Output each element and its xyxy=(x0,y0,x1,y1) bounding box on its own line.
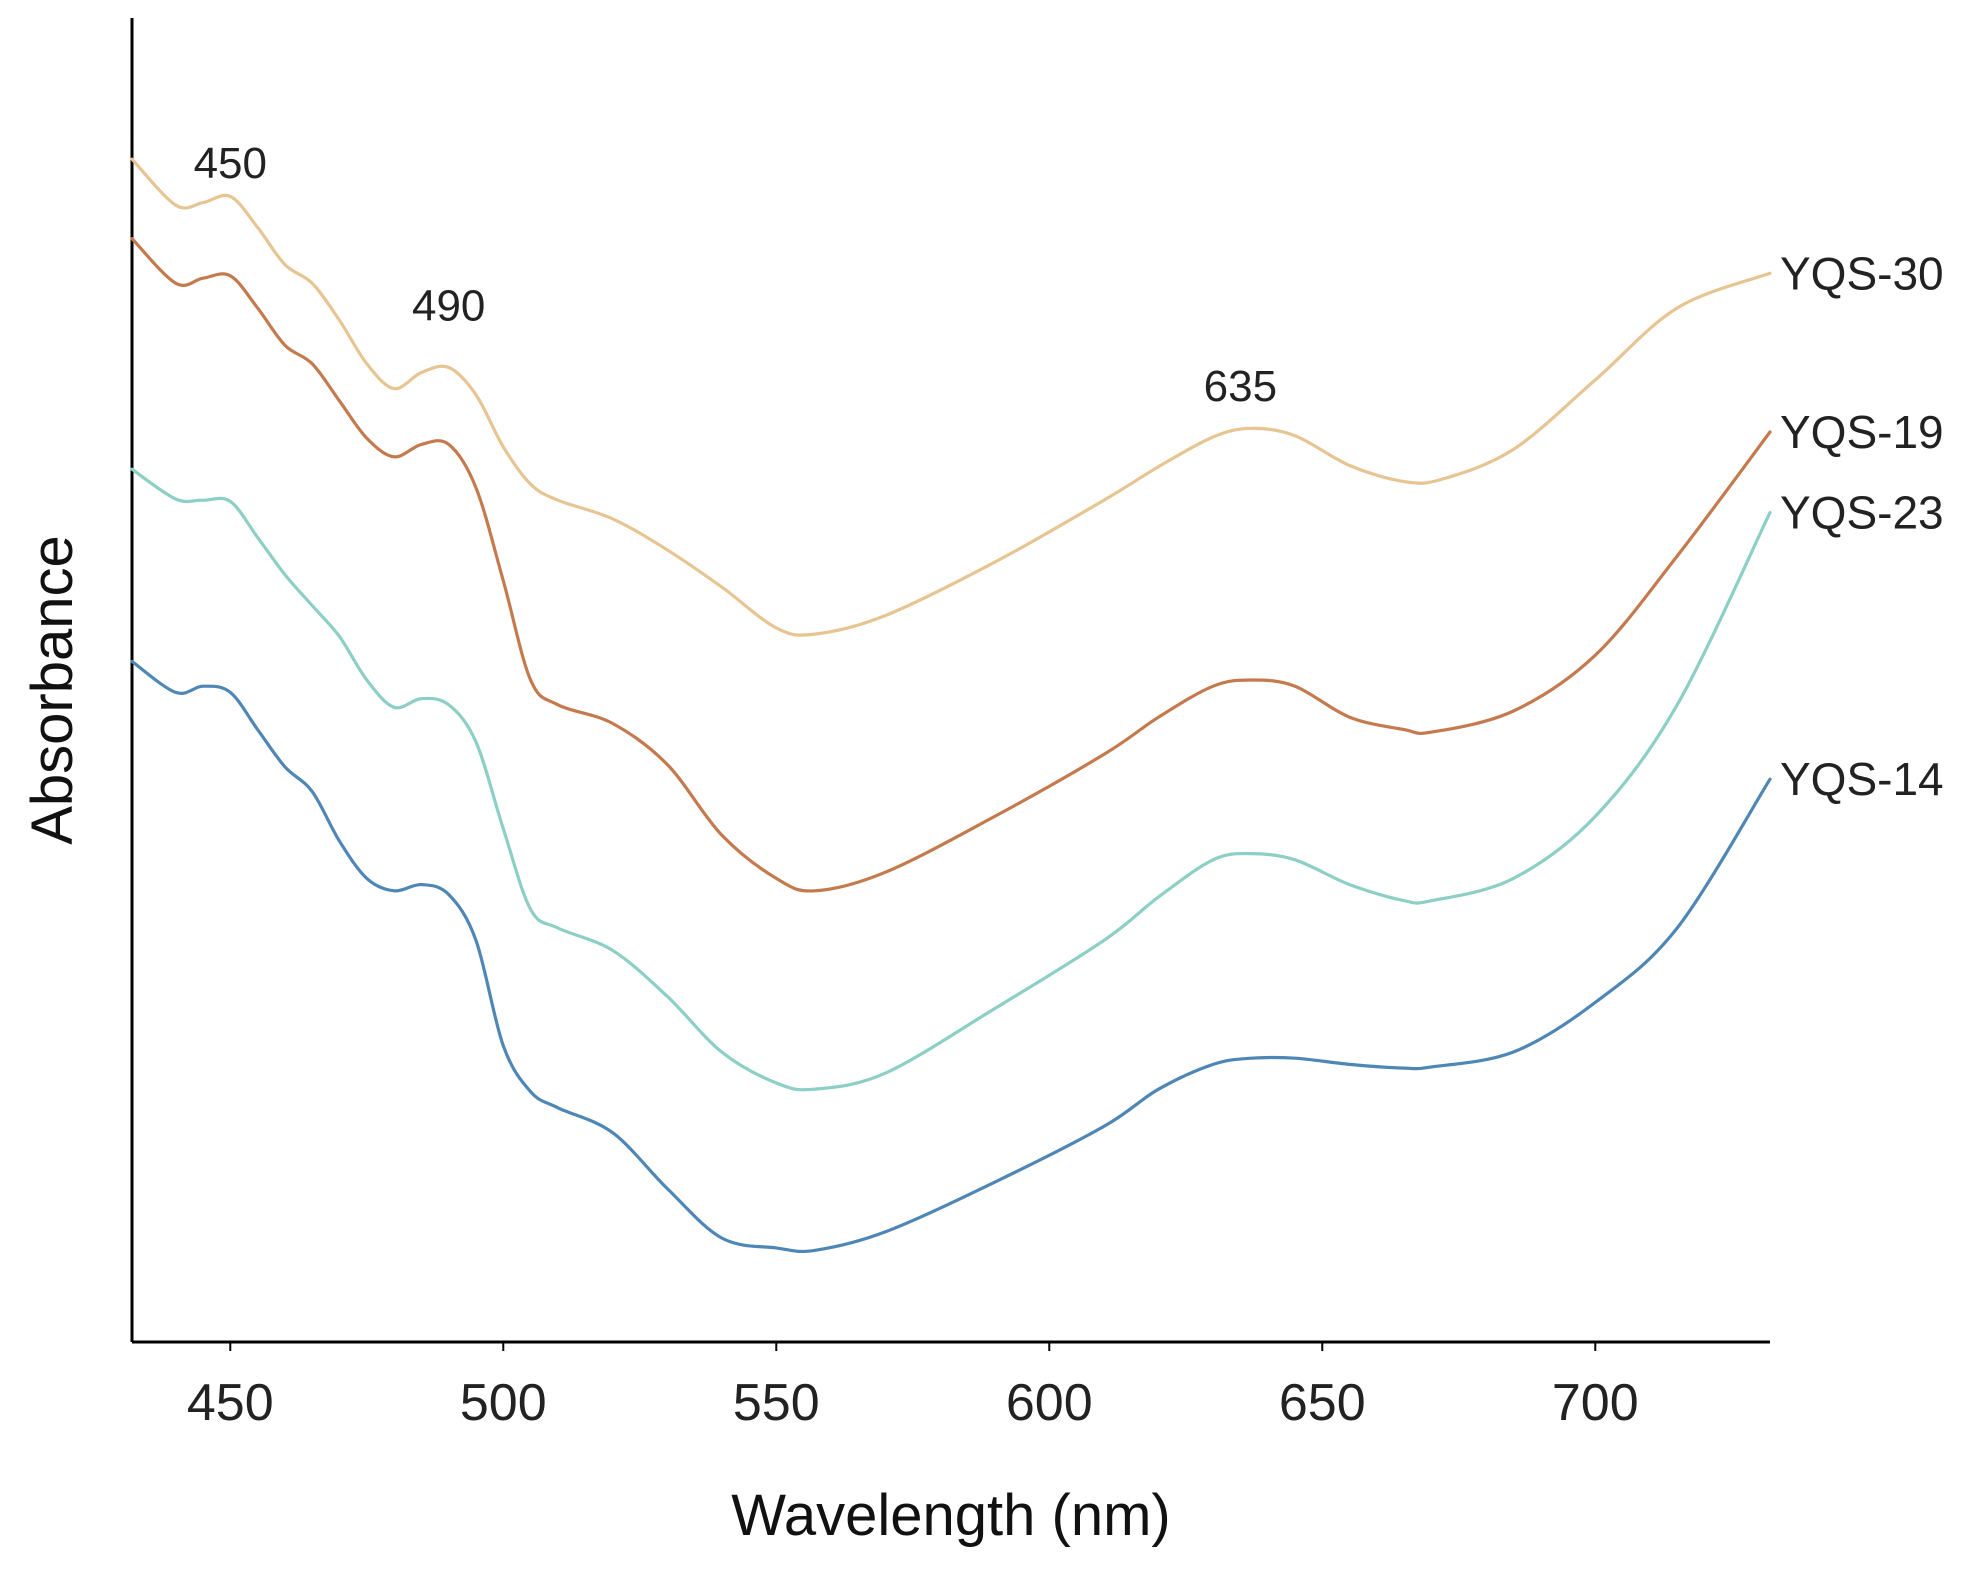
axes xyxy=(130,18,1770,1344)
y-axis-title: Absorbance xyxy=(20,535,85,845)
series-line-yqs-14 xyxy=(130,659,1772,1254)
series-label-yqs-14: YQS-14 xyxy=(1780,753,1944,805)
peak-annotation: 635 xyxy=(1204,362,1277,411)
x-tick-label: 550 xyxy=(733,1374,820,1432)
x-ticks: 450 500 550 600 650 700 xyxy=(187,1342,1639,1432)
series-labels: YQS-30 YQS-19 YQS-23 YQS-14 xyxy=(1780,247,1944,805)
peak-annotation: 490 xyxy=(412,281,485,330)
x-tick-label: 500 xyxy=(460,1374,547,1432)
series-line-yqs-23 xyxy=(130,467,1772,1092)
series-group xyxy=(130,157,1772,1254)
peak-annotation: 450 xyxy=(194,139,267,188)
series-line-yqs-19 xyxy=(130,237,1772,893)
x-tick-label: 700 xyxy=(1552,1374,1639,1432)
x-axis-title: Wavelength (nm) xyxy=(731,1483,1170,1548)
series-label-yqs-23: YQS-23 xyxy=(1780,487,1944,539)
x-tick-label: 600 xyxy=(1006,1374,1093,1432)
series-label-yqs-30: YQS-30 xyxy=(1780,247,1944,299)
peak-annotations: 450 490 635 xyxy=(194,139,1278,411)
x-tick-label: 450 xyxy=(187,1374,274,1432)
series-label-yqs-19: YQS-19 xyxy=(1780,406,1944,458)
x-tick-label: 650 xyxy=(1279,1374,1366,1432)
series-line-yqs-30 xyxy=(130,157,1772,637)
